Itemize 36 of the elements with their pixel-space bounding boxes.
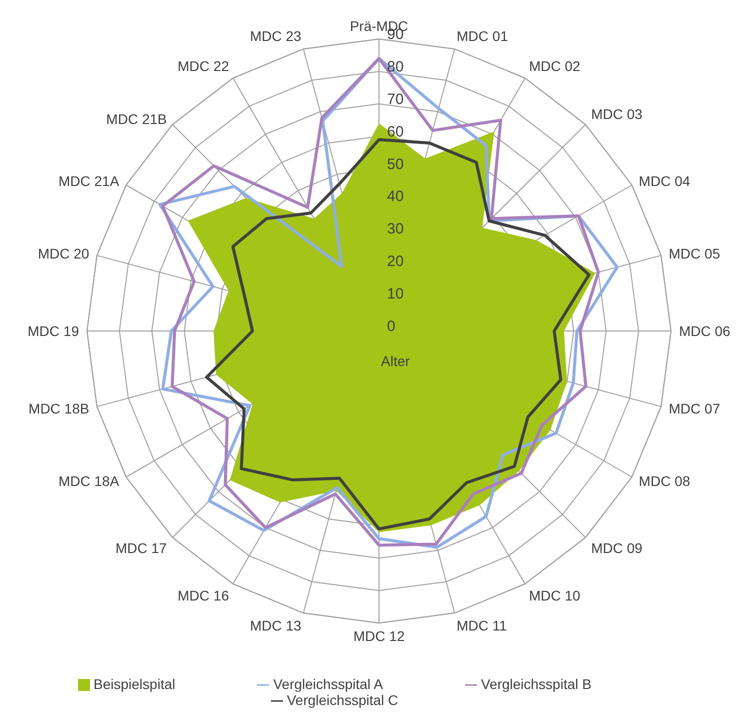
spoke-label: MDC 21B [106, 110, 167, 127]
y-tick-label: 10 [387, 286, 404, 303]
spoke-label: MDC 12 [353, 628, 405, 644]
legend-label: Beispielspital [94, 676, 176, 692]
spoke-label: MDC 22 [178, 58, 230, 74]
spoke-label: MDC 10 [529, 588, 581, 604]
spoke-label: MDC 05 [668, 245, 720, 262]
spoke-label: MDC 08 [638, 472, 690, 489]
legend-label: Vergleichsspital A [273, 676, 383, 692]
spoke-label: MDC 21A [58, 172, 120, 189]
y-tick-label: 40 [387, 188, 404, 206]
legend-label: Vergleichsspital C [286, 692, 398, 708]
y-tick-label: 70 [387, 90, 404, 108]
spoke-label: MDC 11 [456, 618, 508, 634]
y-tick-label: 30 [387, 220, 404, 238]
legend-label: Vergleichsspital B [480, 676, 592, 692]
spoke-label: MDC 19 [28, 322, 80, 339]
y-tick-label: 20 [387, 253, 404, 270]
y-tick-label: 60 [387, 123, 404, 140]
spoke-label: MDC 23 [250, 28, 302, 44]
y-tick-label: 50 [387, 156, 404, 173]
spoke-label: MDC 02 [529, 58, 581, 74]
spoke-label: MDC 07 [668, 400, 720, 417]
text: Alter [381, 353, 410, 369]
spoke-label: MDC 01 [456, 28, 508, 44]
spoke-label: MDC 04 [638, 172, 690, 189]
spoke-label: MDC 09 [591, 540, 643, 556]
spoke-label: MDC 16 [178, 588, 230, 604]
spoke-label: MDC 18B [28, 400, 90, 417]
spoke-label: MDC 06 [679, 322, 731, 339]
spoke-label: MDC 13 [250, 618, 302, 634]
spoke-label: MDC 17 [116, 540, 168, 556]
spoke-label: MDC 20 [38, 245, 90, 262]
spoke-label: MDC 03 [591, 106, 643, 122]
y-tick-label: 0 [387, 318, 396, 335]
spoke-label: MDC 18A [58, 472, 120, 489]
